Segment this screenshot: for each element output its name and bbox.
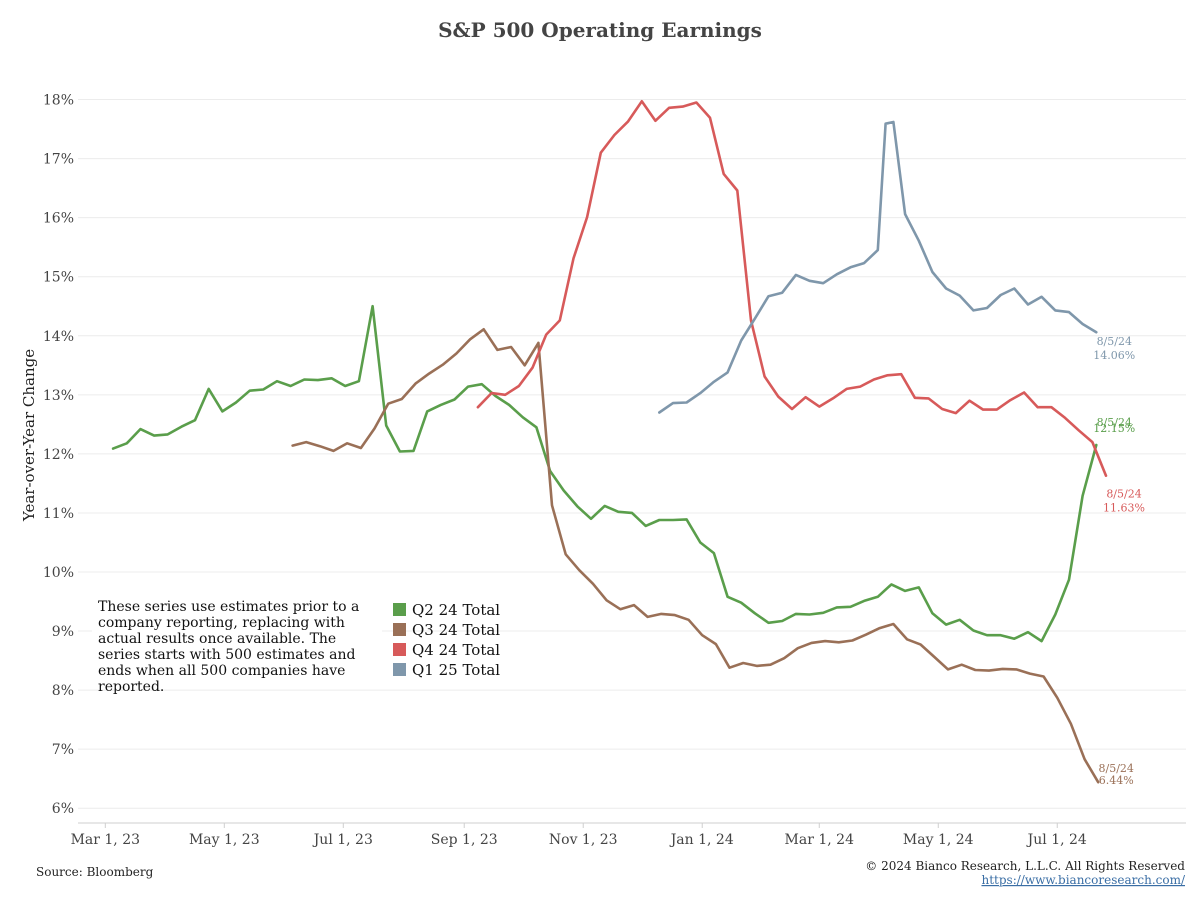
note-line: actual results once available. The bbox=[98, 631, 336, 647]
legend: Q2 24 Total Q3 24 Total Q4 24 Total Q1 25 T… bbox=[393, 601, 500, 679]
chart-title: S&P 500 Operating Earnings bbox=[438, 18, 762, 42]
y-tick-label: 9% bbox=[52, 624, 74, 640]
note-line: series starts with 500 estimates and bbox=[98, 647, 356, 663]
legend-label-q3-24-total: Q3 24 Total bbox=[412, 621, 500, 639]
end-date-label-q3-24-total: 8/5/24 bbox=[1099, 762, 1134, 775]
legend-swatch-q4-24-total bbox=[393, 643, 406, 656]
end-value-label-q4-24-total: 11.63% bbox=[1103, 502, 1145, 515]
series-lines bbox=[111, 100, 1108, 784]
legend-swatch-q3-24-total bbox=[393, 623, 406, 636]
copyright-note: © 2024 Bianco Research, L.L.C. All Right… bbox=[865, 859, 1185, 873]
note-line: reported. bbox=[98, 679, 164, 695]
legend-label-q1-25-total: Q1 25 Total bbox=[412, 661, 500, 679]
end-value-label-q1-25-total: 14.06% bbox=[1093, 349, 1135, 362]
gridlines bbox=[78, 99, 1186, 809]
x-tick-label: Jan 1, 24 bbox=[669, 832, 734, 848]
x-tick-label: Sep 1, 23 bbox=[431, 832, 498, 848]
note-line: These series use estimates prior to a bbox=[98, 599, 359, 615]
end-labels: 8/5/2412.15%8/5/246.44%8/5/2411.63%8/5/2… bbox=[1093, 335, 1145, 787]
y-tick-label: 13% bbox=[43, 388, 74, 404]
y-tick-label: 16% bbox=[43, 211, 74, 227]
note-text: These series use estimates prior to a com… bbox=[98, 599, 359, 695]
x-axis-ticks: Mar 1, 23 May 1, 23 Jul 1, 23 Sep 1, 23 Nov … bbox=[71, 823, 1087, 848]
series-line-q4-24-total bbox=[476, 100, 1108, 478]
series-line-q1-25-total bbox=[657, 120, 1098, 414]
x-tick-label: Jul 1, 23 bbox=[312, 832, 373, 848]
note-line: company reporting, replacing with bbox=[98, 615, 345, 631]
end-date-label-q2-24-total: 8/5/24 bbox=[1097, 416, 1132, 429]
y-tick-label: 17% bbox=[43, 152, 74, 168]
x-tick-label: Mar 1, 24 bbox=[785, 832, 855, 848]
note-box bbox=[92, 593, 382, 685]
x-tick-label: Mar 1, 23 bbox=[71, 832, 140, 848]
website-link[interactable]: https://www.biancoresearch.com/ bbox=[981, 873, 1185, 887]
y-tick-label: 15% bbox=[43, 270, 74, 286]
y-tick-label: 12% bbox=[43, 447, 74, 463]
end-date-label-q4-24-total: 8/5/24 bbox=[1106, 488, 1141, 501]
x-tick-label: Nov 1, 23 bbox=[549, 832, 618, 848]
y-tick-label: 6% bbox=[52, 801, 74, 817]
legend-swatch-q2-24-total bbox=[393, 603, 406, 616]
x-tick-label: Jul 1, 24 bbox=[1026, 832, 1087, 848]
series-line-q2-24-total bbox=[111, 304, 1098, 643]
legend-label-q4-24-total: Q4 24 Total bbox=[412, 641, 500, 659]
end-value-label-q3-24-total: 6.44% bbox=[1099, 774, 1134, 787]
y-tick-label: 8% bbox=[52, 683, 74, 699]
y-tick-label: 14% bbox=[43, 329, 74, 345]
legend-label-q2-24-total: Q2 24 Total bbox=[412, 601, 500, 619]
y-axis-label: Year-over-Year Change bbox=[20, 349, 38, 522]
x-tick-label: May 1, 24 bbox=[903, 832, 974, 848]
y-tick-label: 7% bbox=[52, 742, 74, 758]
chart-note: These series use estimates prior to a com… bbox=[92, 593, 382, 695]
x-tick-label: May 1, 23 bbox=[189, 832, 260, 848]
legend-swatch-q1-25-total bbox=[393, 663, 406, 676]
series-line-q3-24-total bbox=[291, 327, 1100, 784]
note-line: ends when all 500 companies have bbox=[98, 663, 345, 679]
y-axis-ticks: 6% 7% 8% 9% 10% 11% 12% 13% 14% 15% 16% 17% 18% bbox=[43, 93, 74, 818]
end-date-label-q1-25-total: 8/5/24 bbox=[1097, 335, 1132, 348]
source-note: Source: Bloomberg bbox=[36, 865, 154, 879]
y-tick-label: 10% bbox=[43, 565, 74, 581]
y-tick-label: 18% bbox=[43, 93, 74, 109]
y-tick-label: 11% bbox=[43, 506, 74, 522]
end-value-label-q2-24-total: 12.15% bbox=[1093, 422, 1135, 435]
